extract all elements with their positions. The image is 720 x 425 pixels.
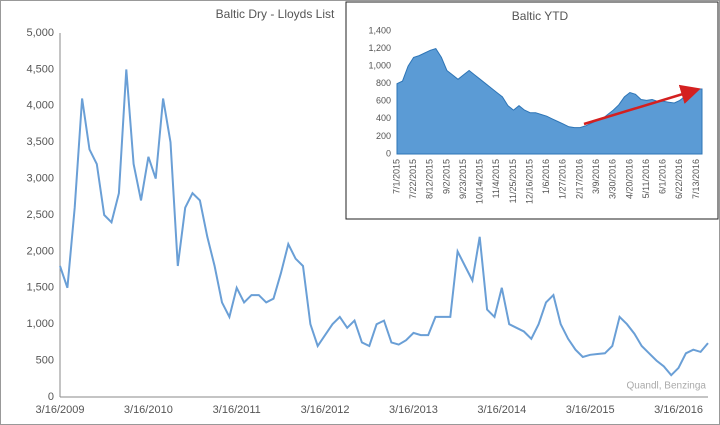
x-tick-label: 3/9/2016 [591, 159, 601, 194]
y-tick-label: 3,000 [26, 173, 54, 185]
source-note: Quandl, Benzinga [626, 381, 706, 392]
x-tick-label: 3/16/2011 [213, 404, 261, 416]
y-tick-label: 0 [386, 148, 391, 158]
x-tick-label: 7/1/2015 [391, 159, 401, 194]
y-tick-label: 400 [376, 113, 391, 123]
x-tick-label: 9/23/2015 [458, 159, 468, 199]
y-tick-label: 3,500 [26, 136, 54, 148]
y-tick-label: 200 [376, 131, 391, 141]
x-tick-label: 7/13/2016 [691, 159, 701, 199]
x-tick-label: 1/6/2016 [541, 159, 551, 194]
chart-title: Baltic Dry - Lloyds List [216, 7, 335, 21]
y-tick-label: 1,000 [368, 61, 391, 71]
x-tick-label: 11/25/2015 [508, 159, 518, 203]
y-tick-label: 2,000 [26, 245, 54, 257]
x-tick-label: 6/22/2016 [674, 159, 684, 199]
x-tick-label: 10/14/2015 [475, 159, 485, 204]
x-tick-label: 3/16/2016 [654, 404, 703, 416]
x-tick-label: 1/27/2016 [558, 159, 568, 199]
x-tick-label: 12/16/2015 [524, 159, 534, 204]
x-tick-label: 6/1/2016 [658, 159, 668, 194]
y-tick-label: 4,500 [26, 63, 54, 75]
y-tick-label: 600 [376, 96, 391, 106]
x-tick-label: 2/17/2016 [574, 159, 584, 199]
x-tick-label: 3/16/2014 [477, 404, 526, 416]
y-tick-label: 800 [376, 78, 391, 88]
y-tick-label: 5,000 [26, 27, 54, 39]
x-tick-label: 9/2/2015 [441, 159, 451, 194]
y-tick-label: 4,000 [26, 100, 54, 112]
y-tick-label: 0 [48, 391, 54, 403]
x-tick-label: 3/16/2010 [124, 404, 173, 416]
y-tick-label: 1,200 [368, 43, 391, 53]
y-tick-label: 500 [36, 355, 54, 367]
y-tick-label: 1,400 [368, 25, 391, 35]
line [59, 69, 709, 377]
y-tick-label: 1,500 [26, 282, 54, 294]
inset-title: Baltic YTD [512, 9, 569, 23]
x-tick-label: 3/30/2016 [608, 159, 618, 199]
x-tick-label: 5/11/2016 [641, 159, 651, 198]
x-tick-label: 8/12/2015 [425, 159, 435, 199]
y-tick-label: 1,000 [26, 318, 54, 330]
x-tick-label: 4/20/2016 [624, 159, 634, 199]
x-tick-label: 7/22/2015 [408, 159, 418, 199]
x-tick-label: 3/16/2009 [36, 404, 85, 416]
x-tick-label: 3/16/2012 [301, 404, 350, 416]
trend-arrow [583, 84, 701, 126]
x-tick-label: 3/16/2015 [566, 404, 615, 416]
x-tick-label: 3/16/2013 [389, 404, 438, 416]
x-tick-label: 11/4/2015 [491, 159, 501, 198]
y-tick-label: 2,500 [26, 209, 54, 221]
